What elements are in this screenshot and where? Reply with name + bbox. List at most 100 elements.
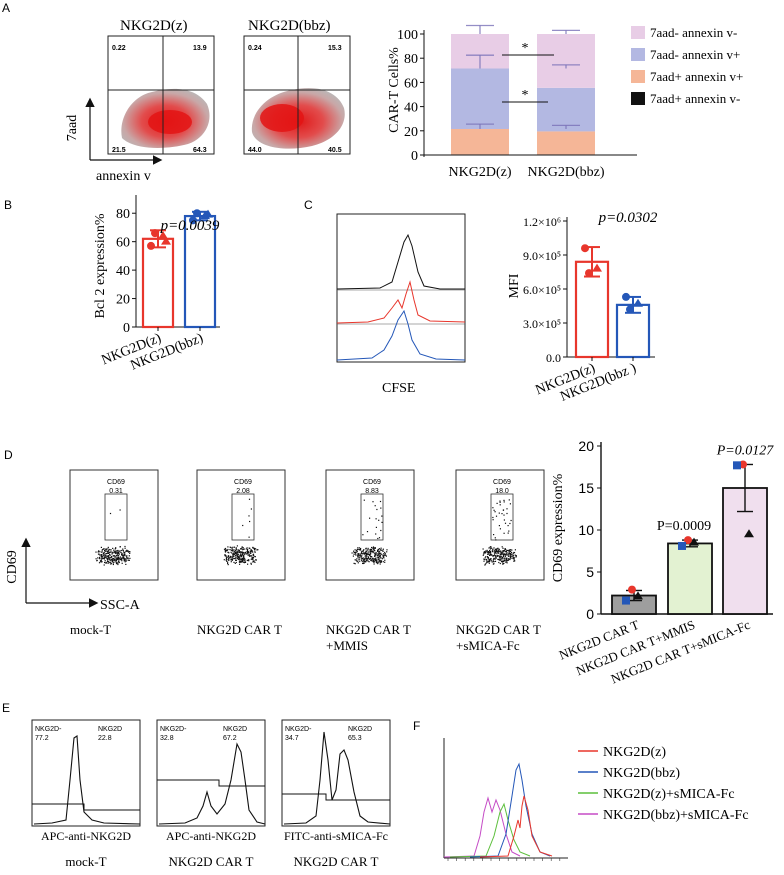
- event-dot: [365, 554, 367, 557]
- event-dot: [381, 521, 383, 523]
- event-dot: [123, 557, 125, 559]
- event-dot: [507, 559, 510, 561]
- event-dot: [250, 549, 252, 551]
- event-dot: [378, 548, 381, 550]
- event-dot: [249, 555, 251, 557]
- event-dot: [501, 560, 503, 562]
- event-dot: [227, 551, 229, 553]
- event-dot: [495, 557, 497, 559]
- event-dot: [237, 555, 239, 557]
- event-dot: [506, 552, 508, 554]
- event-dot: [375, 533, 377, 535]
- event-dot: [104, 549, 106, 552]
- event-dot: [356, 558, 358, 560]
- event-dot: [483, 551, 485, 553]
- panel-label-c: C: [304, 198, 313, 212]
- event-dot: [236, 554, 238, 556]
- event-dot: [487, 553, 489, 555]
- y-tick-label: 80: [116, 207, 130, 222]
- event-dot: [103, 564, 105, 566]
- event-dot: [95, 551, 97, 553]
- event-dot: [113, 555, 115, 557]
- data-point: [633, 298, 643, 307]
- event-dot: [495, 549, 497, 551]
- event-dot: [505, 558, 507, 560]
- event-dot: [129, 551, 131, 553]
- event-dot: [487, 551, 490, 553]
- event-dot: [487, 557, 489, 559]
- cfse-axis-label: CFSE: [382, 381, 415, 396]
- event-dot: [250, 555, 252, 557]
- event-dot: [250, 508, 252, 510]
- event-dot: [250, 558, 252, 560]
- event-dot: [111, 561, 113, 563]
- event-dot: [381, 553, 383, 556]
- event-dot: [116, 550, 118, 553]
- event-dot: [484, 552, 486, 554]
- event-dot: [484, 564, 486, 566]
- event-dot: [514, 549, 516, 551]
- event-dot: [109, 559, 111, 561]
- event-dot: [512, 552, 514, 554]
- quad-ll: 21.5: [112, 147, 126, 154]
- event-dot: [253, 547, 256, 549]
- stacked-bar-segment: [537, 131, 595, 155]
- event-dot: [495, 557, 497, 559]
- event-dot: [122, 557, 124, 559]
- event-dot: [357, 553, 359, 555]
- event-dot: [492, 507, 494, 509]
- event-dot: [240, 560, 242, 562]
- event-dot: [499, 504, 501, 506]
- event-dot: [104, 560, 106, 562]
- event-dot: [109, 512, 112, 515]
- event-dot: [101, 555, 103, 557]
- event-dot: [501, 558, 503, 560]
- event-dot: [115, 559, 118, 561]
- event-dot: [506, 562, 508, 564]
- event-dot: [492, 551, 494, 553]
- event-dot: [107, 546, 109, 548]
- event-dot: [235, 553, 237, 555]
- event-dot: [483, 560, 485, 562]
- event-dot: [373, 548, 375, 550]
- event-dot: [372, 559, 375, 561]
- event-dot: [371, 551, 373, 553]
- cfse-histogram: [336, 213, 466, 363]
- event-dot: [111, 559, 113, 562]
- event-dot: [115, 557, 117, 559]
- event-dot: [226, 557, 228, 559]
- event-dot: [502, 509, 504, 511]
- event-dot: [494, 554, 496, 556]
- event-dot: [99, 556, 101, 558]
- event-dot: [109, 557, 111, 559]
- event-dot: [125, 550, 127, 552]
- event-dot: [369, 517, 371, 519]
- event-dot: [493, 563, 495, 565]
- event-dot: [492, 559, 494, 561]
- event-dot: [484, 557, 486, 559]
- event-dot: [121, 557, 123, 559]
- gate-label: CD69: [234, 479, 252, 486]
- event-dot: [510, 557, 512, 559]
- stacked-bar-segment: [537, 154, 595, 156]
- event-dot: [231, 552, 233, 554]
- event-dot: [236, 553, 238, 555]
- event-dot: [125, 559, 127, 561]
- event-dot: [506, 550, 508, 552]
- event-dot: [239, 551, 241, 553]
- event-dot: [232, 555, 234, 557]
- event-dot: [367, 556, 370, 558]
- event-dot: [488, 559, 490, 561]
- legend-label: 7aad+ annexin v+: [650, 69, 743, 84]
- event-dot: [370, 548, 372, 550]
- event-dot: [374, 547, 376, 549]
- gate-value: 18.0: [495, 488, 509, 495]
- event-dot: [500, 560, 503, 563]
- event-dot: [114, 550, 116, 552]
- event-dot: [376, 553, 378, 555]
- event-dot: [362, 560, 364, 563]
- event-dot: [383, 555, 385, 558]
- event-dot: [379, 554, 381, 556]
- event-dot: [224, 550, 226, 552]
- curve-bbz-smica: [443, 796, 521, 858]
